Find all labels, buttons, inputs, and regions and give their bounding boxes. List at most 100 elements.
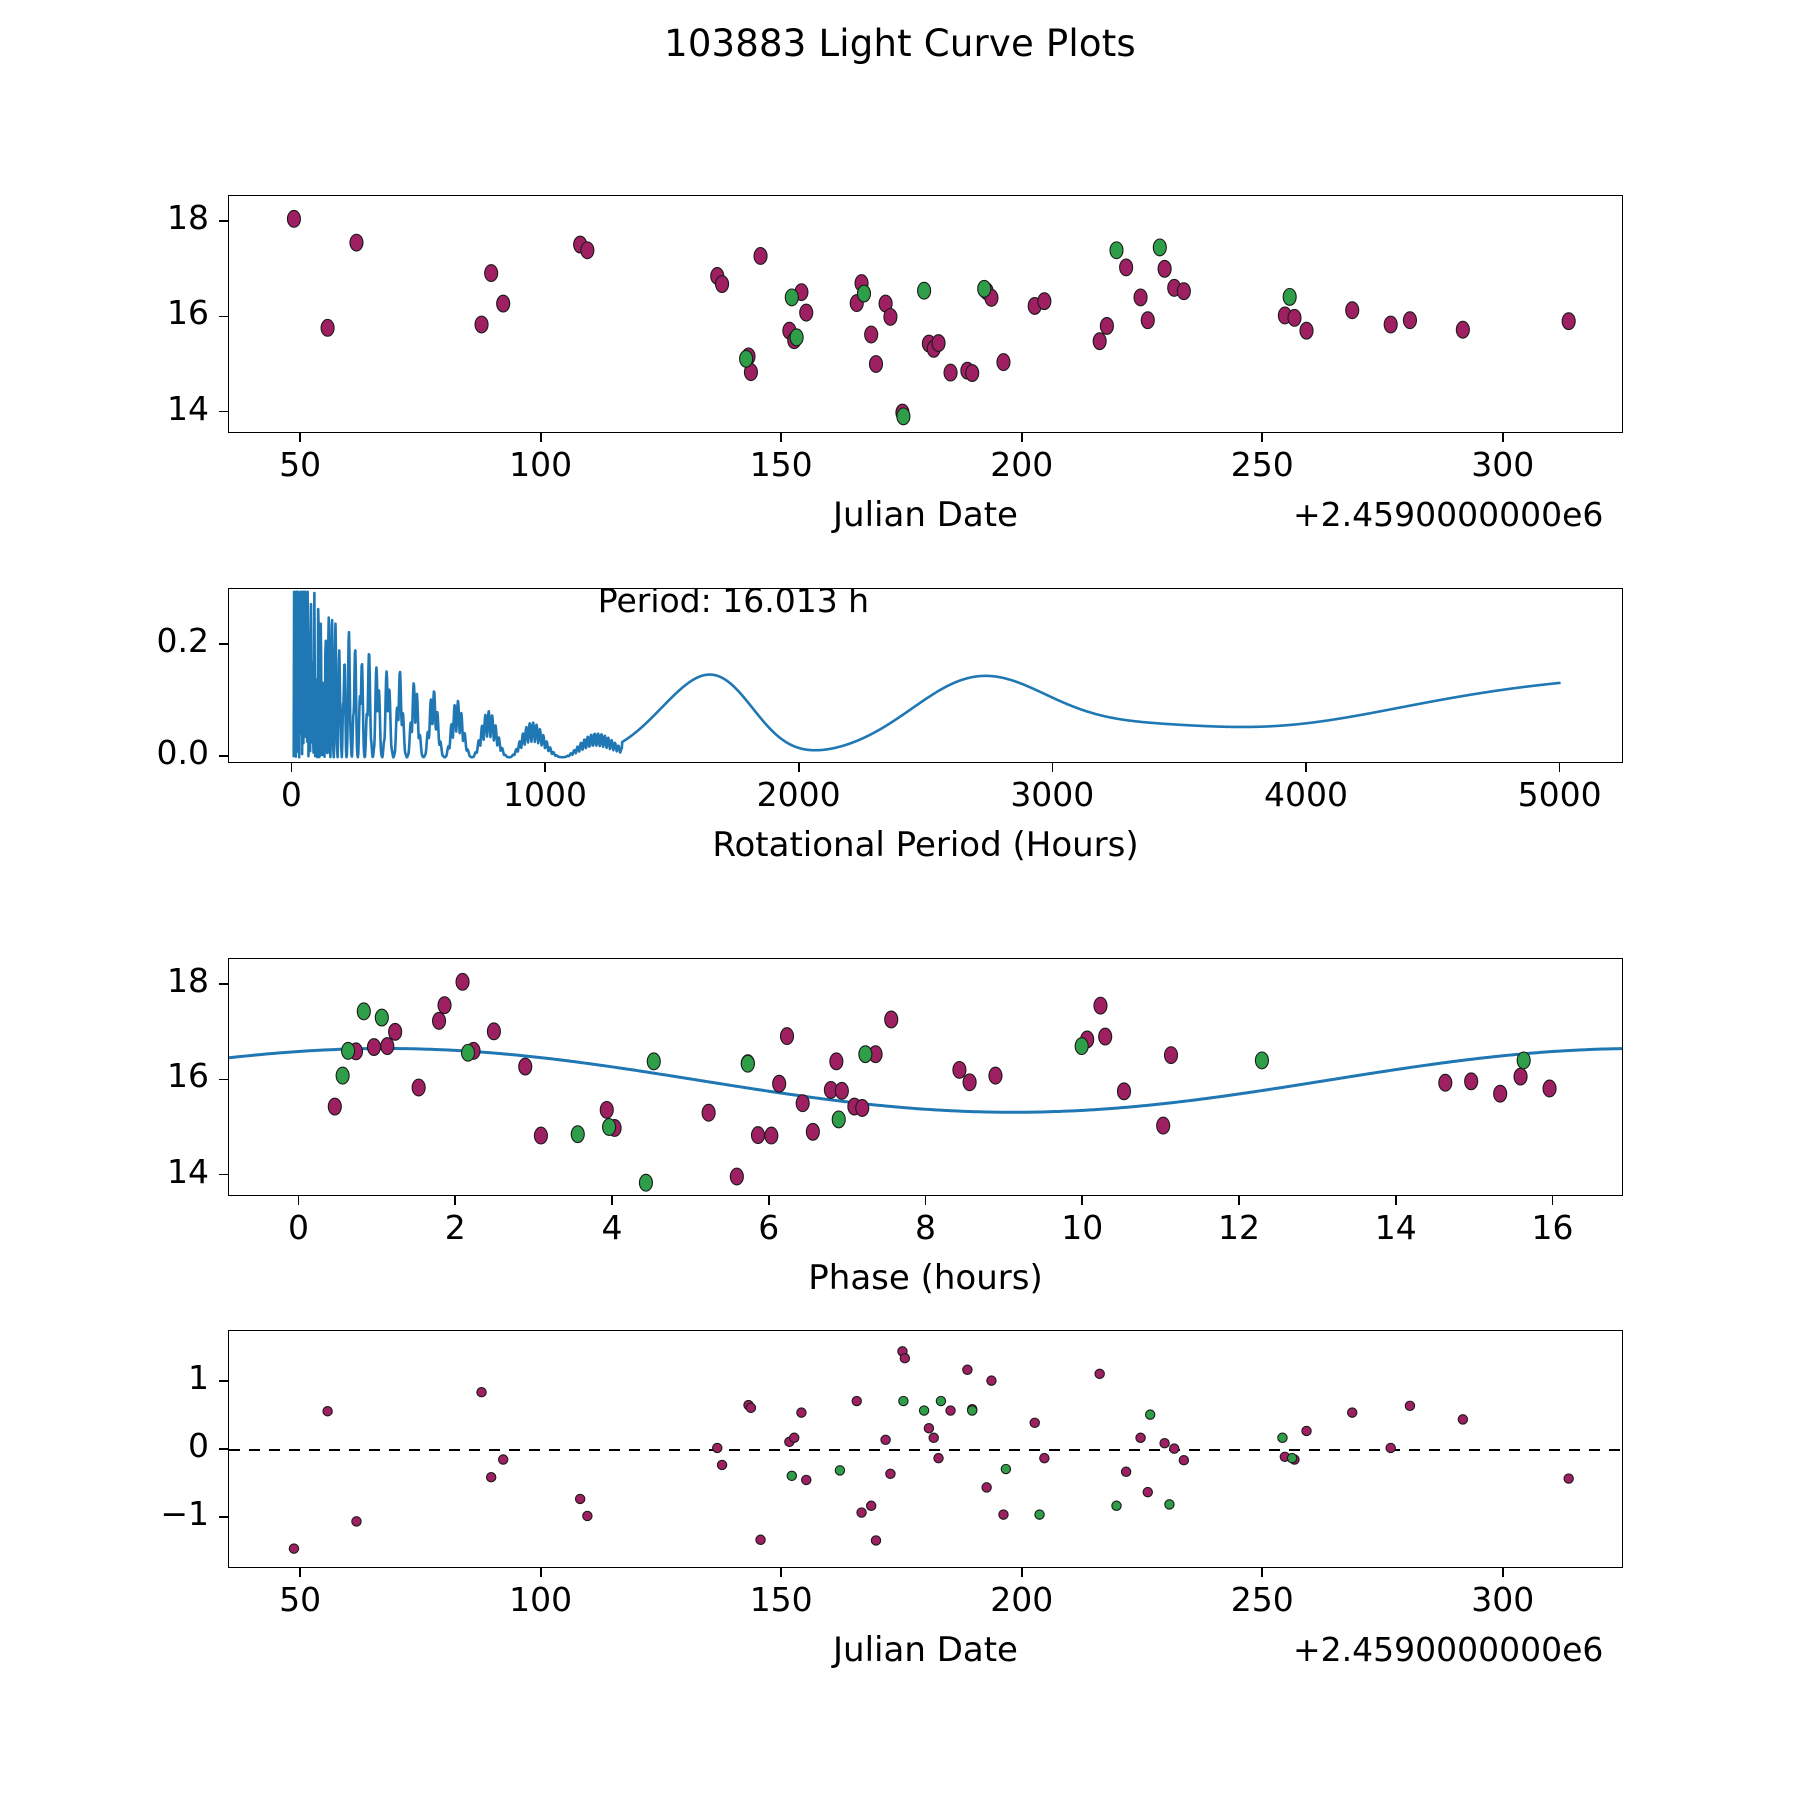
x-tick-mark xyxy=(1261,433,1264,442)
data-point xyxy=(484,264,499,283)
data-point xyxy=(1093,996,1108,1015)
data-point xyxy=(935,1395,947,1407)
x-tick-mark xyxy=(539,433,542,442)
data-point xyxy=(1159,1437,1170,1449)
y-tick-mark xyxy=(219,1173,228,1176)
y-tick-mark xyxy=(219,1516,228,1518)
data-point xyxy=(834,1081,849,1100)
data-point xyxy=(870,1535,882,1546)
x-tick-label: 10 xyxy=(1061,1208,1104,1247)
data-point xyxy=(1169,1443,1180,1454)
y-tick-mark xyxy=(219,755,228,758)
y-tick-label: 14 xyxy=(167,1151,209,1191)
data-series-magenta-band xyxy=(327,972,1557,1186)
data-series-green-band xyxy=(786,1395,1298,1520)
data-point xyxy=(1157,259,1172,278)
data-point xyxy=(855,1099,870,1117)
data-point xyxy=(899,1352,911,1364)
data-point xyxy=(933,1452,944,1464)
data-point xyxy=(1254,1051,1269,1070)
data-point xyxy=(755,1534,766,1545)
data-point xyxy=(1299,321,1314,340)
x-tick-mark xyxy=(780,433,783,442)
data-point xyxy=(788,1432,800,1443)
data-point xyxy=(1346,1407,1358,1418)
data-point xyxy=(1156,1116,1171,1135)
data-point xyxy=(1438,1073,1453,1092)
data-point xyxy=(1455,320,1470,339)
x-tick-label: 200 xyxy=(990,1580,1054,1619)
x-tick-mark xyxy=(454,1196,457,1205)
x-tick-mark xyxy=(539,1568,542,1577)
data-point xyxy=(1277,1432,1288,1443)
data-point xyxy=(868,355,884,373)
data-point xyxy=(1120,1466,1132,1477)
data-point xyxy=(931,334,946,353)
data-point xyxy=(998,1509,1009,1520)
data-point xyxy=(962,1364,973,1375)
data-point xyxy=(740,1054,755,1073)
data-point xyxy=(898,1395,909,1407)
data-point xyxy=(1074,1037,1089,1056)
x-tick-label: 50 xyxy=(279,445,322,484)
data-point xyxy=(789,328,804,347)
panel3-plot-area xyxy=(228,958,1623,1196)
x-tick-label: 300 xyxy=(1471,1580,1535,1619)
data-point xyxy=(388,1022,403,1041)
y-tick-label: 16 xyxy=(167,293,209,333)
data-point xyxy=(829,1052,844,1071)
data-point xyxy=(582,1510,593,1522)
data-point xyxy=(856,284,872,303)
y-tick-label: −1 xyxy=(160,1494,209,1533)
data-point xyxy=(356,1002,371,1021)
data-point xyxy=(570,1125,585,1144)
x-tick-mark xyxy=(1051,763,1054,772)
data-point xyxy=(883,307,898,326)
data-point xyxy=(1152,238,1167,257)
y-tick-label: 0 xyxy=(188,1426,209,1465)
y-tick-label: 0.2 xyxy=(156,621,209,661)
data-point xyxy=(834,1465,846,1476)
panel3-x-axis-label: Phase (hours) xyxy=(808,1258,1043,1298)
data-point xyxy=(799,303,814,322)
data-point xyxy=(801,1474,812,1486)
x-tick-label: 100 xyxy=(509,445,573,484)
data-point xyxy=(923,1423,935,1434)
data-point xyxy=(1287,308,1302,327)
panel2-x-axis-label: Rotational Period (Hours) xyxy=(712,825,1139,865)
data-point xyxy=(1383,315,1398,334)
data-point xyxy=(1099,316,1114,335)
x-tick-label: 0 xyxy=(280,775,302,814)
data-point xyxy=(1140,311,1155,330)
x-tick-label: 150 xyxy=(749,445,813,484)
data-point xyxy=(864,325,879,344)
data-point xyxy=(474,315,489,334)
data-point xyxy=(286,209,301,228)
data-point xyxy=(965,364,980,383)
data-point xyxy=(366,1038,382,1057)
data-point xyxy=(1133,288,1148,307)
data-point xyxy=(831,1110,846,1129)
x-tick-label: 2 xyxy=(444,1208,466,1247)
x-tick-label: 16 xyxy=(1531,1208,1574,1247)
data-point xyxy=(485,1471,497,1483)
data-point xyxy=(986,1375,997,1386)
data-point xyxy=(431,1011,447,1030)
x-tick-label: 50 xyxy=(279,1580,322,1619)
data-point xyxy=(988,1066,1003,1085)
x-tick-mark xyxy=(1020,1568,1023,1577)
panel1-x-axis-label: Julian Date xyxy=(833,495,1018,535)
y-tick-mark xyxy=(219,315,228,318)
data-point xyxy=(1034,1509,1045,1520)
data-point xyxy=(856,1507,867,1518)
data-point xyxy=(1402,311,1417,330)
data-point xyxy=(327,1097,342,1116)
data-point xyxy=(349,233,364,252)
x-tick-mark xyxy=(290,763,293,772)
y-tick-label: 1 xyxy=(188,1358,209,1397)
data-point xyxy=(1116,1082,1132,1101)
data-point xyxy=(1513,1067,1528,1086)
data-point xyxy=(884,1010,899,1029)
data-point xyxy=(1039,1452,1050,1464)
data-point xyxy=(1542,1079,1557,1098)
